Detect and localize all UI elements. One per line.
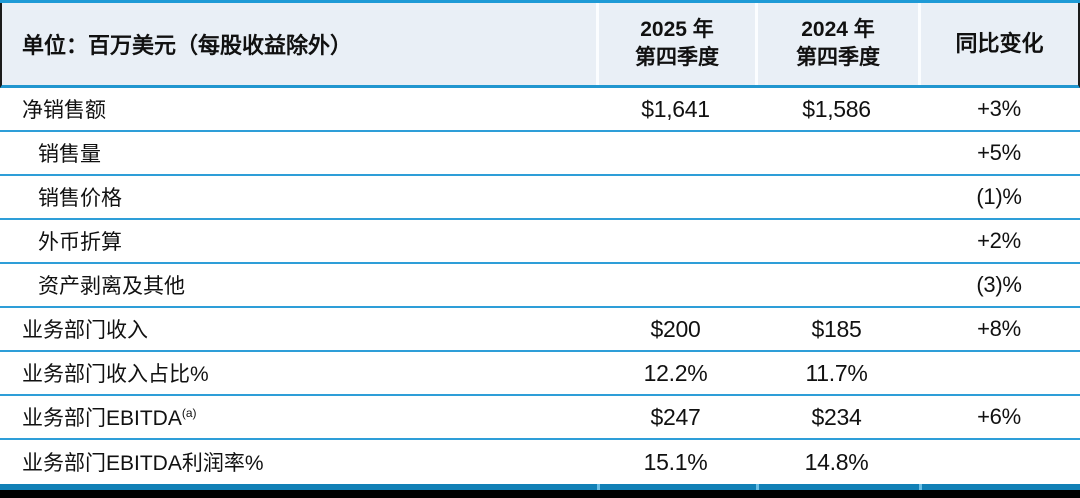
footnote-marker: (a) — [181, 406, 197, 420]
value-2025: $200 — [650, 315, 701, 342]
column-header-line: 同比变化 — [955, 31, 1044, 56]
row-label: 销售量 — [38, 143, 101, 166]
row-label: 净销售额 — [22, 99, 106, 122]
value-2024: $234 — [811, 403, 862, 430]
column-divider-mark — [597, 484, 600, 490]
table-row: 销售价格 (1)% — [0, 176, 1080, 220]
yoy-value: (3)% — [976, 272, 1022, 297]
row-label: 外币折算 — [38, 231, 122, 254]
table-top-border — [0, 0, 1080, 3]
yoy-value: +2% — [977, 228, 1021, 253]
table-row: 外币折算 +2% — [0, 220, 1080, 264]
value-2024: $1,586 — [802, 95, 871, 122]
column-header-line: 2024 年 — [801, 18, 875, 41]
value-2025: $1,641 — [641, 95, 710, 122]
value-2024: 11.7% — [805, 359, 868, 386]
value-2025: 12.2% — [643, 359, 708, 386]
row-label: 销售价格 — [38, 187, 122, 210]
table-header: 单位：百万美元（每股收益除外） 2025 年 第四季度 2024 年 第四季度 … — [0, 3, 1080, 88]
table-row: 净销售额 $1,641 $1,586 +3% — [0, 88, 1080, 132]
row-label: 资产剥离及其他 — [38, 275, 185, 298]
value-2025: 15.1% — [643, 448, 708, 475]
table-row: 业务部门收入 $200 $185 +8% — [0, 308, 1080, 352]
unit-label: 单位：百万美元（每股收益除外） — [22, 33, 353, 58]
column-divider-mark — [756, 484, 759, 490]
column-header-yoy: 同比变化 — [918, 3, 1078, 85]
row-label: 业务部门收入占比% — [22, 363, 209, 386]
table-row: 业务部门收入占比% 12.2% 11.7% — [0, 352, 1080, 396]
table-row: 业务部门EBITDA(a) $247 $234 +6% — [0, 396, 1080, 440]
row-label: 业务部门EBITDA(a) — [0, 402, 596, 432]
bottom-black-band — [0, 490, 1080, 498]
row-label-text: 业务部门EBITDA — [22, 407, 182, 430]
row-label: 业务部门EBITDA利润率% — [22, 452, 264, 475]
column-header-q4-2025: 2025 年 第四季度 — [596, 3, 755, 85]
value-2025: $247 — [650, 403, 701, 430]
value-2024: 14.8% — [804, 448, 869, 475]
table-row: 资产剥离及其他 (3)% — [0, 264, 1080, 308]
yoy-value: +5% — [977, 140, 1021, 165]
table-row: 销售量 +5% — [0, 132, 1080, 176]
row-label: 业务部门收入 — [22, 319, 148, 342]
column-divider-mark — [919, 484, 922, 490]
yoy-value: +6% — [977, 404, 1021, 429]
table-row: 业务部门EBITDA利润率% 15.1% 14.8% — [0, 440, 1080, 484]
yoy-value: +3% — [977, 96, 1021, 121]
table-bottom-border — [0, 484, 1080, 490]
yoy-value: (1)% — [976, 184, 1022, 209]
column-header-line: 2025 年 — [640, 18, 714, 41]
column-header-line: 第四季度 — [796, 46, 880, 69]
column-header-q4-2024: 2024 年 第四季度 — [755, 3, 918, 85]
yoy-value: +8% — [977, 316, 1021, 341]
value-2024: $185 — [811, 315, 862, 342]
column-header-line: 第四季度 — [635, 46, 719, 69]
